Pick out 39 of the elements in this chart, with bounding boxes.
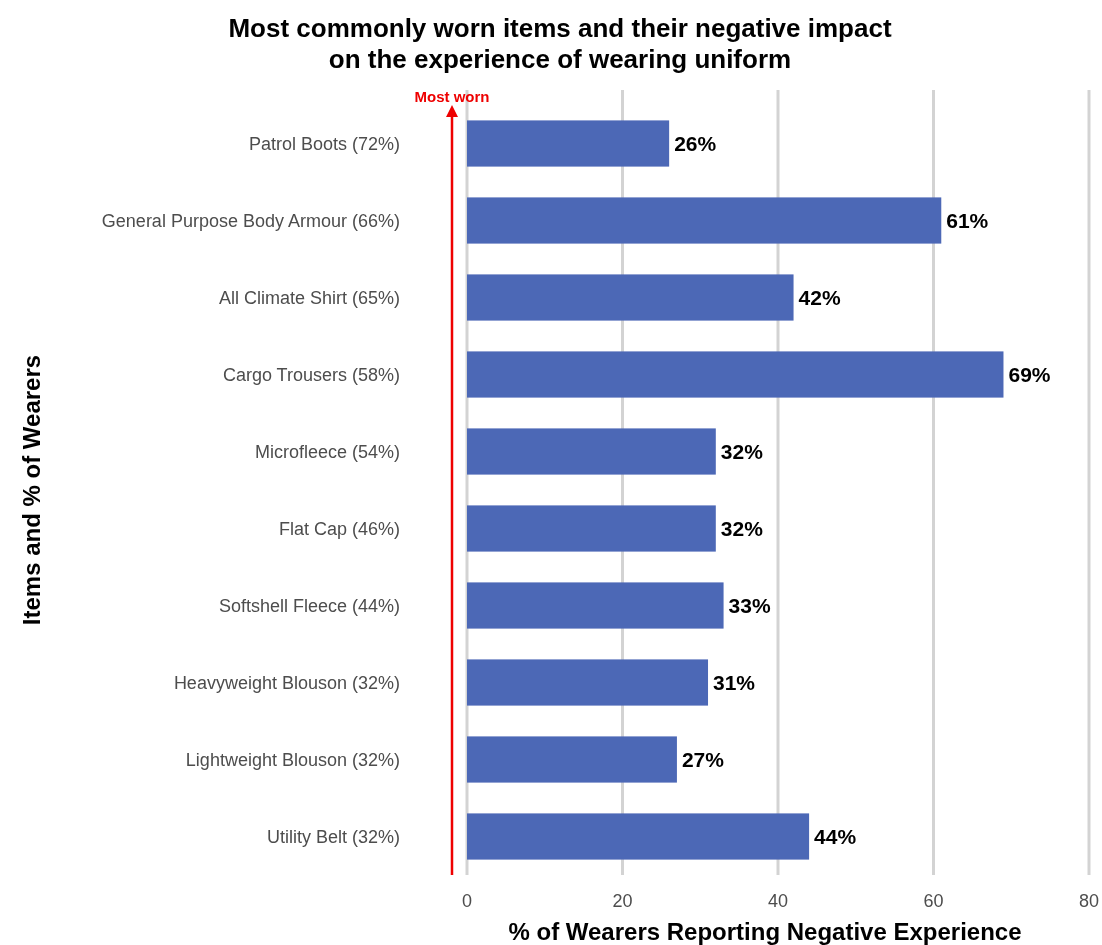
data-label: 32% [720,440,764,463]
bar [467,120,670,167]
x-tick-label: 80 [1078,891,1100,911]
y-tick-label: Heavyweight Blouson (32%) [173,672,400,693]
x-tick-label: 20 [612,891,633,911]
data-label: 26% [674,132,717,155]
bar [467,428,716,475]
x-axis-title: % of Wearers Reporting Negative Experience [508,918,1022,945]
x-tick-label: 0 [461,891,473,911]
bar [467,197,942,244]
y-tick-label: General Purpose Body Armour (66%) [101,210,400,231]
y-tick-label: Microfleece (54%) [254,441,400,462]
data-label: 69% [1008,363,1051,386]
y-tick-label: All Climate Shirt (65%) [218,287,400,308]
bar [467,582,724,629]
x-tick-label: 40 [767,891,789,911]
bar [467,505,716,552]
y-tick-label: Patrol Boots (72%) [248,133,400,154]
data-label: 42% [798,286,841,309]
chart-title: Most commonly worn items and their negative impact on the experience of wearing uniform [228,13,892,74]
data-label: 27% [681,748,725,771]
y-tick-label: Flat Cap (46%) [278,518,400,539]
bar [467,659,709,706]
bar [467,274,794,321]
bar [467,736,677,783]
data-label: 31% [713,671,756,694]
data-label: 33% [728,594,771,617]
data-label: 61% [946,209,989,232]
y-tick-label: Lightweight Blouson (32%) [185,749,400,770]
annotation: Most worn [414,88,490,105]
y-tick-label: Utility Belt (32%) [266,826,400,847]
y-tick-label: Softshell Fleece (44%) [218,595,400,616]
data-label: 32% [720,517,764,540]
x-tick-label: 60 [923,891,944,911]
y-tick-label: Cargo Trousers (58%) [222,364,400,385]
bar [467,813,810,860]
data-label: 44% [814,825,857,848]
bar [467,351,1004,398]
y-axis-title: Items and % of Wearers [18,354,45,626]
